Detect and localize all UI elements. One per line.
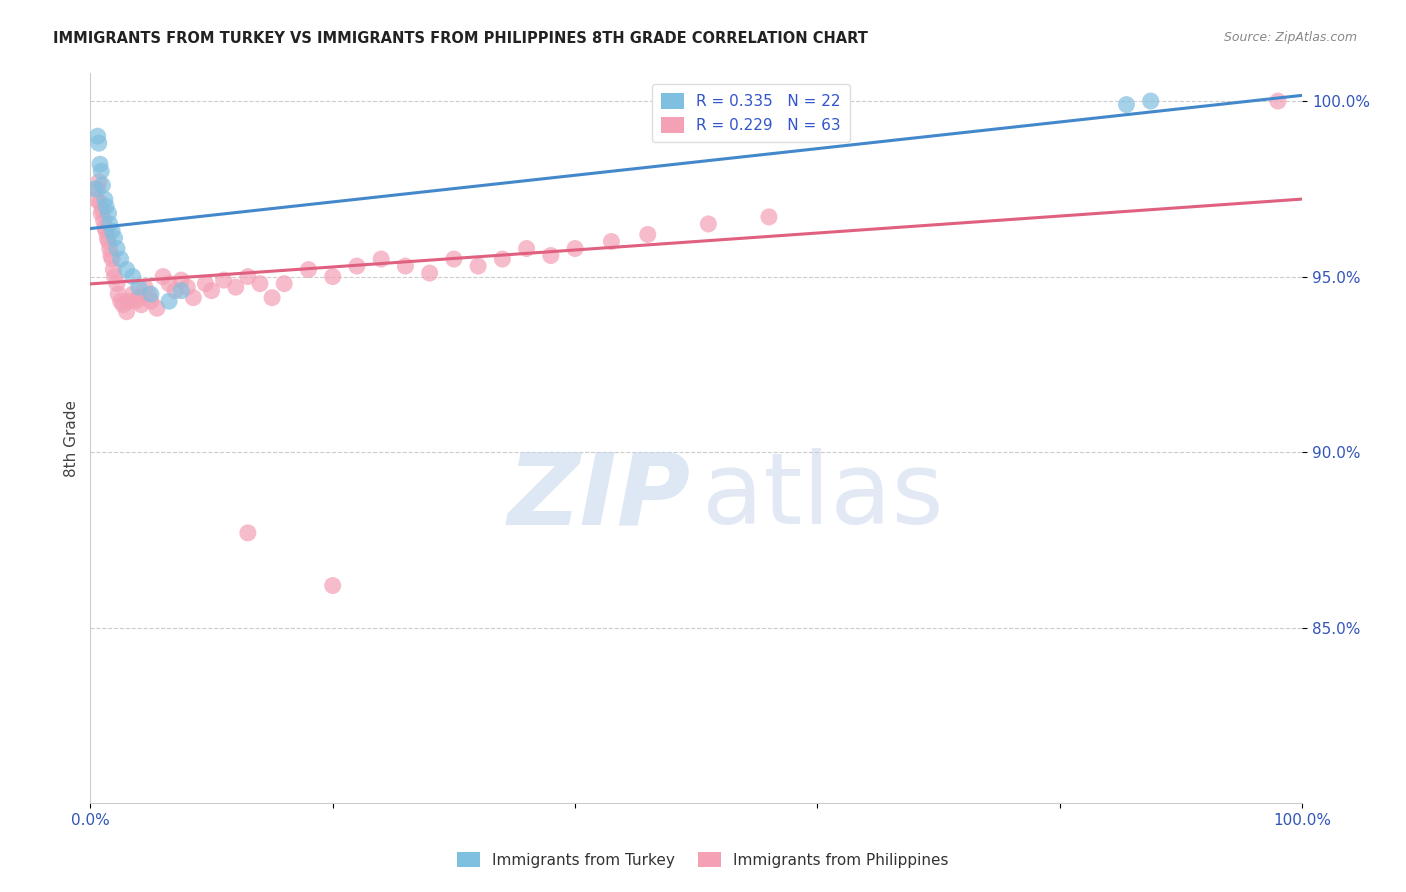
Point [297, 262, 319, 277]
Point [1267, 94, 1289, 108]
Point [157, 277, 180, 291]
Point [443, 252, 465, 266]
Point [129, 298, 152, 312]
Legend: Immigrants from Turkey, Immigrants from Philippines: Immigrants from Turkey, Immigrants from … [451, 846, 955, 873]
Point [86, 182, 108, 196]
Point [128, 291, 150, 305]
Text: atlas: atlas [703, 448, 943, 545]
Legend: R = 0.335   N = 22, R = 0.229   N = 63: R = 0.335 N = 22, R = 0.229 N = 63 [652, 84, 849, 142]
Point [84, 182, 107, 196]
Point [152, 269, 174, 284]
Point [394, 259, 416, 273]
Point [97, 235, 120, 249]
Point [419, 266, 441, 280]
Point [170, 273, 193, 287]
Point [139, 287, 162, 301]
Point [101, 252, 124, 266]
Point [146, 301, 169, 316]
Point [87, 136, 110, 151]
Point [170, 284, 193, 298]
Y-axis label: 8th Grade: 8th Grade [65, 400, 79, 476]
Point [94, 224, 117, 238]
Point [236, 525, 259, 540]
Point [110, 252, 132, 266]
Point [87, 175, 110, 189]
Point [112, 298, 135, 312]
Point [121, 269, 143, 284]
Point [758, 210, 780, 224]
Point [86, 129, 108, 144]
Point [262, 291, 284, 305]
Point [110, 294, 132, 309]
Point [96, 231, 118, 245]
Point [200, 284, 222, 298]
Point [273, 277, 295, 291]
Point [564, 242, 586, 256]
Point [322, 269, 344, 284]
Point [370, 252, 392, 266]
Point [1115, 97, 1137, 112]
Point [115, 304, 138, 318]
Point [98, 242, 121, 256]
Point [194, 277, 217, 291]
Point [491, 252, 513, 266]
Point [225, 280, 247, 294]
Point [91, 178, 114, 193]
Point [467, 259, 489, 273]
Text: ZIP: ZIP [508, 448, 690, 545]
Point [118, 294, 141, 309]
Text: Source: ZipAtlas.com: Source: ZipAtlas.com [1223, 31, 1357, 45]
Point [101, 224, 124, 238]
Point [97, 206, 120, 220]
Point [516, 242, 538, 256]
Point [637, 227, 659, 242]
Point [697, 217, 720, 231]
Point [103, 262, 125, 277]
Point [1139, 94, 1161, 108]
Point [134, 280, 156, 294]
Point [121, 287, 143, 301]
Point [90, 164, 112, 178]
Point [346, 259, 368, 273]
Point [165, 284, 187, 298]
Point [183, 291, 205, 305]
Point [86, 193, 108, 207]
Point [128, 280, 150, 294]
Point [89, 195, 111, 210]
Point [90, 206, 112, 220]
Point [89, 157, 111, 171]
Point [322, 578, 344, 592]
Point [103, 269, 125, 284]
Point [176, 280, 198, 294]
Point [100, 248, 122, 262]
Point [139, 294, 162, 309]
Point [212, 273, 235, 287]
Point [105, 242, 128, 256]
Point [115, 262, 138, 277]
Point [157, 294, 180, 309]
Point [105, 277, 128, 291]
Point [94, 193, 117, 207]
Point [93, 213, 115, 227]
Point [94, 220, 117, 235]
Point [98, 217, 121, 231]
Point [94, 199, 117, 213]
Point [138, 287, 160, 301]
Point [91, 202, 114, 217]
Point [125, 294, 148, 309]
Point [600, 235, 623, 249]
Point [107, 287, 129, 301]
Point [540, 248, 562, 262]
Point [103, 231, 125, 245]
Point [249, 277, 271, 291]
Point [236, 269, 259, 284]
Text: IMMIGRANTS FROM TURKEY VS IMMIGRANTS FROM PHILIPPINES 8TH GRADE CORRELATION CHAR: IMMIGRANTS FROM TURKEY VS IMMIGRANTS FRO… [53, 31, 869, 46]
